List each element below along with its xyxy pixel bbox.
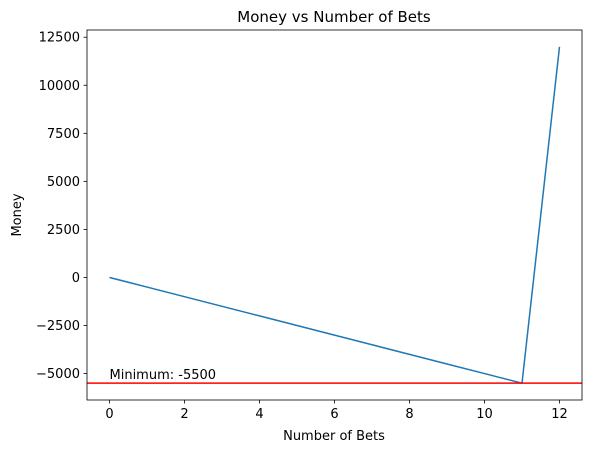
y-tick-label: −2500 <box>36 319 80 334</box>
y-tick-label: 12500 <box>39 31 80 46</box>
x-tick-label: 8 <box>405 407 413 422</box>
y-tick-label: 10000 <box>39 79 80 94</box>
data-line <box>109 46 561 385</box>
y-tick-label: −5000 <box>36 367 80 382</box>
x-tick-label: 10 <box>476 407 493 422</box>
y-tick-label: 2500 <box>47 223 80 238</box>
y-tick-label: 0 <box>72 271 80 286</box>
x-tick-label: 6 <box>330 407 338 422</box>
x-tick-label: 0 <box>105 407 113 422</box>
plot-frame <box>86 29 583 401</box>
x-tick-label: 12 <box>551 407 568 422</box>
chart-title: Money vs Number of Bets <box>237 8 431 26</box>
y-axis-label: Money <box>10 193 25 236</box>
x-tick-label: 2 <box>180 407 188 422</box>
annotation: Minimum: -5500 <box>110 368 217 383</box>
y-tick-label: 7500 <box>47 127 80 142</box>
x-axis-label: Number of Bets <box>283 429 385 444</box>
y-tick-label: 5000 <box>47 175 80 190</box>
x-tick-label: 4 <box>255 407 263 422</box>
